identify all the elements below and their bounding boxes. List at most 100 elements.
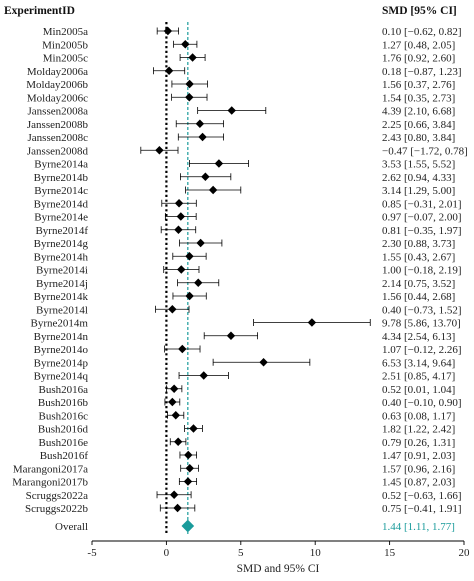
effect-ci-text: 1.76 [0.92, 2.60] (382, 53, 455, 65)
effect-ci-text: 0.52 [0.01, 1.04] (382, 384, 455, 396)
study-label: Bush2016a (39, 384, 89, 396)
study-label: Byrne2014e (34, 212, 88, 224)
study-row: Min2005a 0.10 [−0.62, 0.82] (43, 26, 462, 38)
effect-ci-text: 2.25 [0.66, 3.84] (382, 119, 455, 131)
effect-marker (259, 358, 268, 367)
x-tick-label: -5 (87, 547, 97, 559)
study-row: Bush2016e 0.79 [0.26, 1.31] (39, 437, 456, 449)
study-label: Byrne2014c (34, 185, 88, 197)
study-label: Min2005c (43, 53, 88, 65)
study-row: Byrne2014g 2.30 [0.88, 3.73] (34, 238, 456, 250)
study-label: Marangoni2017b (12, 477, 88, 489)
study-row: Byrne2014o 1.07 [−0.12, 2.26] (34, 344, 462, 356)
effect-marker (176, 212, 186, 221)
study-row: Janssen2008d −0.47 [−1.72, 0.78] (27, 145, 468, 157)
study-row: Byrne2014j 2.14 [0.75, 3.52] (36, 278, 455, 290)
effect-marker (307, 318, 317, 327)
study-label: Byrne2014f (35, 225, 88, 237)
effect-marker (198, 132, 207, 142)
effect-marker (164, 66, 174, 75)
effect-marker (174, 225, 183, 234)
study-label: Janssen2008b (27, 119, 89, 131)
study-row: Bush2016c 0.63 [0.08, 1.17] (39, 410, 456, 422)
study-row: Molday2006a 0.18 [−0.87, 1.23] (27, 66, 462, 78)
study-row: Molday2006c 1.54 [0.35, 2.73] (27, 92, 455, 104)
study-rows: Min2005a 0.10 [−0.62, 0.82] Min2005b 1.27 [… (12, 22, 468, 534)
effect-ci-text: 0.79 [0.26, 1.31] (382, 437, 455, 449)
study-row: Byrne2014c 3.14 [1.29, 5.00] (34, 185, 455, 197)
effect-ci-text: 0.40 [−0.10, 0.90] (382, 397, 462, 409)
study-label: Byrne2014q (34, 371, 89, 383)
effect-ci-text: 0.52 [−0.63, 1.66] (382, 490, 462, 502)
effect-ci-text: 1.56 [0.44, 2.68] (382, 291, 455, 303)
effect-ci-text: 1.56 [0.37, 2.76] (382, 79, 455, 91)
effect-marker (194, 278, 203, 287)
header-experiment-id: ExperimentID (4, 5, 75, 17)
study-row: Scruggs2022a 0.52 [−0.63, 1.66] (26, 490, 462, 502)
effect-ci-text: 1.45 [0.87, 2.03] (382, 477, 455, 489)
study-row: Molday2006b 1.56 [0.37, 2.76] (26, 79, 455, 91)
study-row: Marangoni2017a 1.57 [0.96, 2.16] (13, 463, 455, 475)
study-row: Min2005b 1.27 [0.48, 2.05] (42, 39, 455, 51)
effect-ci-text: 0.40 [−0.73, 1.52] (382, 304, 462, 316)
study-row: Byrne2014n 4.34 [2.54, 6.13] (34, 331, 456, 343)
study-row: Janssen2008a 4.39 [2.10, 6.68] (28, 106, 456, 118)
study-row: Byrne2014f 0.81 [−0.35, 1.97] (35, 225, 461, 237)
effect-ci-text: 0.85 [−0.31, 2.01] (382, 198, 462, 210)
study-label: Min2005b (42, 39, 88, 51)
study-row: Janssen2008c 2.43 [0.80, 3.84] (28, 132, 456, 144)
effect-marker (169, 384, 179, 393)
effect-ci-text: 0.18 [−0.87, 1.23] (382, 66, 462, 78)
study-row: Byrne2014e 0.97 [−0.07, 2.00] (34, 212, 461, 224)
study-row: Byrne2014q 2.51 [0.85, 4.17] (34, 371, 456, 383)
study-label: Byrne2014k (34, 291, 89, 303)
effect-marker (185, 79, 194, 89)
effect-ci-text: 2.14 [0.75, 3.52] (382, 278, 455, 290)
effect-marker (163, 26, 173, 36)
study-row: Bush2016a 0.52 [0.01, 1.04] (39, 384, 456, 396)
effect-marker (185, 252, 194, 261)
study-label: Byrne2014h (34, 251, 89, 263)
study-row: Byrne2014p 6.53 [3.14, 9.64] (34, 357, 456, 369)
effect-ci-text: 1.47 [0.91, 2.03] (382, 450, 455, 462)
effect-ci-text: 4.34 [2.54, 6.13] (382, 331, 455, 343)
x-axis: -5 0 5 10 15 20 (87, 540, 471, 559)
study-label: Bush2016f (40, 450, 89, 462)
effect-ci-text: 2.43 [0.80, 3.84] (382, 132, 455, 144)
effect-ci-text: 1.82 [1.22, 2.42] (382, 424, 455, 436)
study-label: Byrne2014g (34, 238, 89, 250)
study-row: Byrne2014l 0.40 [−0.73, 1.52] (36, 304, 461, 316)
study-label: Marangoni2017a (13, 463, 88, 475)
effect-marker (189, 424, 198, 433)
effect-marker (201, 172, 210, 181)
effect-marker (199, 371, 208, 380)
effect-marker (181, 40, 190, 49)
study-row: Marangoni2017b 1.45 [0.87, 2.03] (12, 477, 455, 489)
x-tick-label: 20 (459, 547, 471, 559)
effect-marker (169, 490, 179, 499)
effect-marker (214, 159, 224, 168)
effect-ci-text: 6.53 [3.14, 9.64] (382, 357, 455, 369)
header-smd-ci: SMD [95% CI] (382, 5, 457, 17)
study-label: Janssen2008c (28, 132, 89, 144)
study-row: Min2005c 1.76 [0.92, 2.60] (43, 53, 456, 65)
study-label: Molday2006b (26, 79, 88, 91)
effect-marker (177, 265, 186, 274)
effect-ci-text: −0.47 [−1.72, 0.78] (382, 145, 468, 157)
study-row: Byrne2014b 2.62 [0.94, 4.33] (34, 172, 456, 184)
effect-ci-text: 9.78 [5.86, 13.70] (382, 318, 461, 330)
effect-ci-text: 0.10 [−0.62, 0.82] (382, 26, 462, 38)
effect-marker (155, 146, 164, 155)
study-label: Scruggs2022a (26, 490, 88, 502)
effect-marker (174, 199, 184, 208)
effect-marker (185, 291, 194, 301)
study-row: Bush2016d 1.82 [1.22, 2.42] (38, 424, 455, 436)
study-label: Bush2016b (38, 397, 89, 409)
x-tick-label: 5 (238, 547, 244, 559)
effect-ci-text: 1.54 [0.35, 2.73] (382, 92, 455, 104)
overall-effect-text: 1.44 [1.11, 1.77] (382, 521, 455, 533)
study-label: Byrne2014m (31, 318, 89, 330)
study-row: Scruggs2022b 0.75 [−0.41, 1.91] (25, 503, 461, 515)
effect-marker (184, 450, 193, 460)
effect-marker (188, 53, 197, 62)
